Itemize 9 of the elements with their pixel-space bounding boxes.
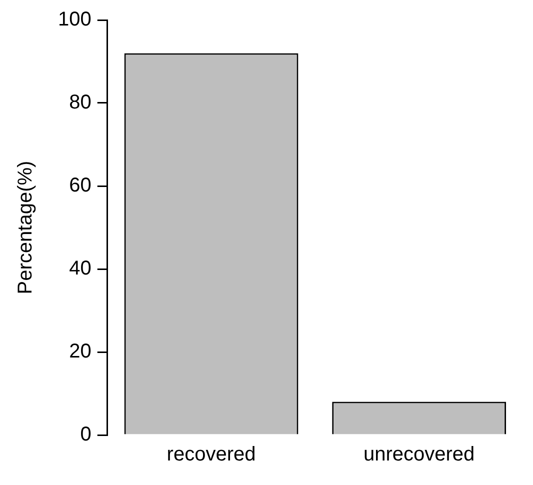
x-tick-label: recovered [166,444,256,466]
y-tick-label: 80 [69,92,92,114]
y-tick-label: 60 [69,174,92,197]
y-tick-label: 40 [69,258,92,280]
y-tick-label: 100 [58,8,92,31]
y-tick-label: 20 [69,340,92,363]
y-tick-label: 0 [80,424,92,446]
y-axis-title: Percentage(%) [14,160,37,294]
x-tick-label: unrecovered [364,444,475,466]
